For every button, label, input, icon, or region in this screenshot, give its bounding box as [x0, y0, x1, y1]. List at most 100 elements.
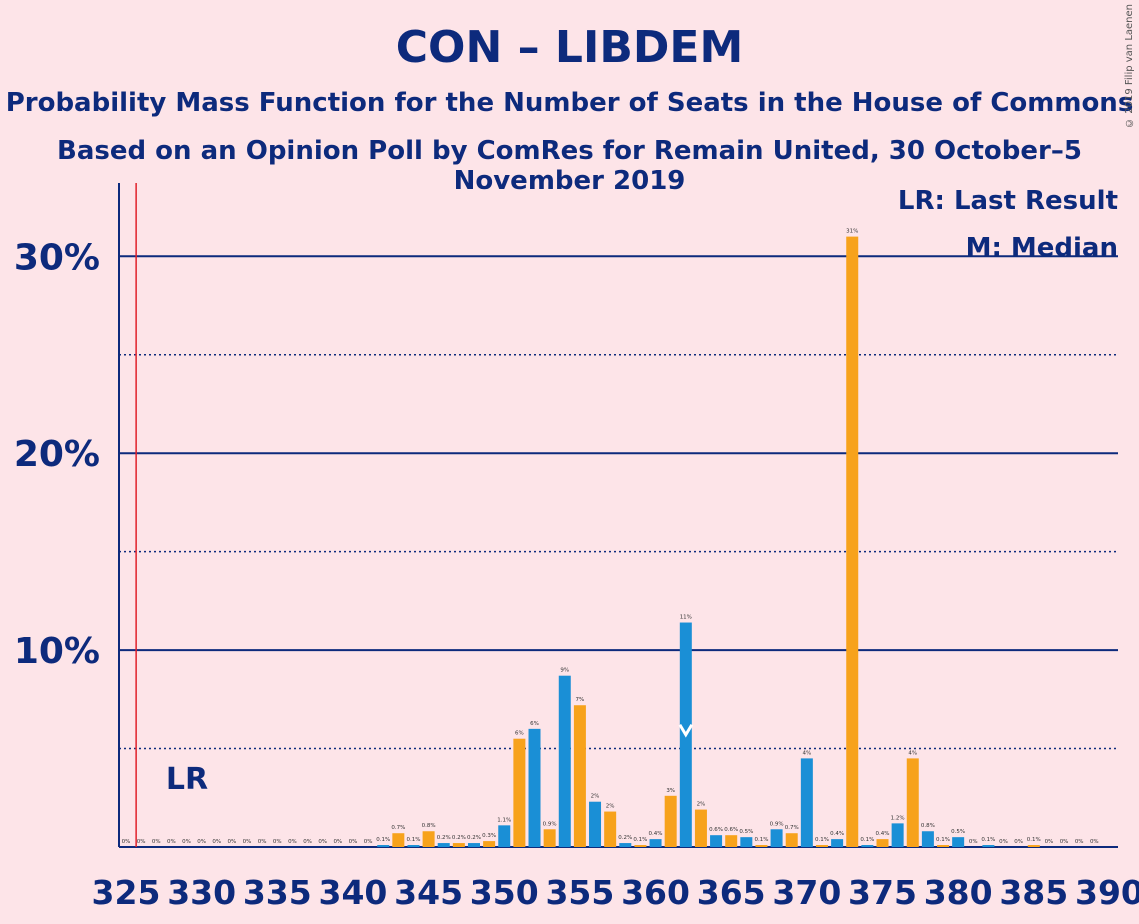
data-label-340: 0%: [349, 839, 358, 845]
bar-345: [422, 831, 435, 847]
bar-342: [377, 845, 390, 847]
legend-background: [935, 186, 1119, 218]
bar-364: [710, 835, 723, 847]
chart-subtitle: Probability Mass Function for the Number…: [5, 88, 1134, 118]
bar-358: [619, 843, 632, 847]
chart-subtitle-2: Based on an Opinion Poll by ComRes for R…: [57, 136, 1082, 196]
data-label-354: 9%: [560, 668, 569, 674]
x-tick-label: 325: [92, 873, 161, 912]
bar-380: [952, 837, 965, 847]
data-label-373: 31%: [846, 229, 858, 235]
median-marker: [678, 723, 694, 738]
x-tick-label: 355: [545, 873, 614, 912]
x-tick-label: 370: [772, 873, 841, 912]
data-label-367: 0.1%: [754, 837, 768, 843]
bar-356: [589, 801, 602, 847]
data-label-353: 0.9%: [543, 821, 557, 827]
data-label-341: 0%: [364, 839, 373, 845]
bar-359: [634, 845, 647, 847]
data-label-372: 0.4%: [830, 831, 844, 837]
bar-368: [770, 829, 783, 847]
data-label-389: 0%: [1090, 839, 1099, 845]
bar-382: [982, 845, 995, 847]
data-label-382: 0.1%: [981, 837, 995, 843]
data-label-357: 2%: [606, 804, 615, 810]
data-label-325: 0%: [122, 839, 131, 845]
data-label-356: 2%: [591, 794, 600, 800]
bar-343: [392, 833, 405, 847]
data-label-360: 0.4%: [649, 831, 663, 837]
data-label-364: 0.6%: [709, 827, 723, 833]
bar-376: [891, 823, 904, 847]
data-label-374: 0.1%: [860, 837, 874, 843]
data-label-370: 4%: [802, 750, 811, 756]
data-label-344: 0.1%: [406, 837, 420, 843]
bar-385: [1027, 845, 1040, 847]
data-label-371: 0.1%: [815, 837, 829, 843]
data-label-339: 0%: [333, 839, 342, 845]
data-label-377: 4%: [908, 750, 917, 756]
y-tick-label: 20%: [14, 434, 100, 475]
bar-379: [937, 845, 950, 847]
data-label-345: 0.8%: [422, 823, 436, 829]
data-label-380: 0.5%: [951, 829, 965, 835]
data-label-361: 3%: [666, 788, 675, 794]
data-label-337: 0%: [303, 839, 312, 845]
x-tick-label: 350: [470, 873, 539, 912]
x-tick-label: 390: [1075, 873, 1139, 912]
data-label-375: 0.4%: [876, 831, 890, 837]
data-label-334: 0%: [258, 839, 267, 845]
data-label-383: 0%: [999, 839, 1008, 845]
data-label-346: 0.2%: [437, 835, 451, 841]
data-label-335: 0%: [273, 839, 282, 845]
data-label-343: 0.7%: [391, 825, 405, 831]
bar-367: [755, 845, 768, 847]
data-label-386: 0%: [1045, 839, 1054, 845]
data-label-332: 0%: [228, 839, 237, 845]
data-label-355: 7%: [576, 697, 585, 703]
bar-365: [725, 835, 738, 847]
data-label-358: 0.2%: [618, 835, 632, 841]
data-label-326: 0%: [137, 839, 146, 845]
data-label-333: 0%: [243, 839, 252, 845]
x-tick-label: 360: [621, 873, 690, 912]
data-label-349: 0.3%: [482, 833, 496, 839]
data-label-362: 11%: [680, 615, 692, 621]
x-tick-label: 345: [394, 873, 463, 912]
bar-349: [483, 841, 496, 847]
data-label-329: 0%: [182, 839, 191, 845]
bar-351: [513, 738, 526, 847]
data-label-379: 0.1%: [936, 837, 950, 843]
legend-median: M: Median: [966, 233, 1118, 263]
data-label-368: 0.9%: [770, 821, 784, 827]
data-label-388: 0%: [1075, 839, 1084, 845]
data-label-348: 0.2%: [467, 835, 481, 841]
bar-377: [906, 758, 919, 847]
data-label-351: 6%: [515, 731, 524, 737]
data-label-369: 0.7%: [785, 825, 799, 831]
data-label-387: 0%: [1060, 839, 1069, 845]
bar-344: [407, 845, 420, 847]
bar-375: [876, 839, 889, 847]
bar-369: [785, 833, 798, 847]
x-tick-label: 340: [319, 873, 388, 912]
x-tick-label: 335: [243, 873, 312, 912]
bar-352: [528, 728, 541, 847]
data-label-347: 0.2%: [452, 835, 466, 841]
bar-353: [543, 829, 556, 847]
data-label-363: 2%: [697, 802, 706, 808]
data-label-365: 0.6%: [724, 827, 738, 833]
legend-last-result: LR: Last Result: [898, 186, 1118, 216]
x-tick-label: 380: [924, 873, 993, 912]
data-label-330: 0%: [197, 839, 206, 845]
data-label-384: 0%: [1014, 839, 1023, 845]
last-result-label: LR: [166, 762, 208, 797]
bar-373: [846, 236, 859, 848]
data-label-336: 0%: [288, 839, 297, 845]
data-label-381: 0%: [969, 839, 978, 845]
data-label-352: 6%: [530, 721, 539, 727]
data-label-331: 0%: [212, 839, 221, 845]
bar-378: [921, 831, 934, 847]
bar-348: [467, 843, 480, 847]
